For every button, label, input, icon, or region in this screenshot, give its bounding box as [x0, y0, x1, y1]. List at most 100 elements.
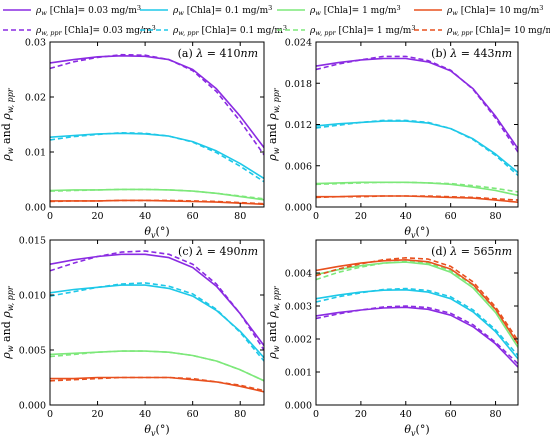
x-tick-label: 0	[47, 211, 53, 222]
y-tick-label: 0.015	[19, 236, 46, 247]
series-line	[50, 350, 264, 382]
series-line	[50, 53, 264, 156]
x-tick-label: 0	[313, 409, 319, 420]
x-tick-label: 60	[187, 409, 199, 420]
x-tick-label: 60	[187, 211, 199, 222]
x-tick-label: 80	[234, 211, 246, 222]
y-tick-label: 0.00	[25, 203, 46, 214]
y-axis-label: ρw and ρw, ppr	[0, 87, 15, 162]
plot-frame	[315, 239, 519, 406]
y-tick-label: 0.000	[285, 401, 312, 412]
y-tick-label: 0.002	[285, 335, 312, 346]
series-line	[50, 132, 264, 183]
legend-label: ρw, ppr [Chla]= 0.1 mg/m3	[172, 24, 287, 37]
x-tick-label: 80	[490, 211, 502, 222]
series-line	[316, 181, 518, 197]
legend: ρw [Chla]= 0.03 mg/m3 ρw [Chla]= 0.1 mg/m…	[3, 4, 550, 37]
x-tick-label: 40	[139, 211, 151, 222]
x-axis-label: θv(°)	[144, 423, 169, 438]
x-tick-label: 60	[445, 409, 457, 420]
series-line	[316, 195, 518, 201]
x-tick-label: 20	[92, 211, 104, 222]
x-axis-label: θv(°)	[144, 225, 169, 240]
legend-entry: ρw, ppr [Chla]= 1 mg/m3	[277, 24, 415, 37]
legend-label: ρw [Chla]= 10 mg/m3	[446, 4, 543, 17]
y-tick-label: 0.018	[285, 79, 312, 90]
x-tick-label: 80	[490, 409, 502, 420]
legend-entry: ρw [Chla]= 10 mg/m3	[414, 4, 543, 17]
series-line	[50, 284, 264, 359]
series-line	[50, 199, 264, 205]
panel-title: (a) λ = 410nm	[178, 47, 258, 60]
y-tick-label: 0.01	[25, 148, 46, 159]
legend-entry: ρw, ppr [Chla]= 10 mg/m3	[414, 24, 550, 37]
series-line	[316, 305, 518, 365]
series-line	[316, 119, 518, 176]
y-tick-label: 0.010	[19, 291, 46, 302]
x-tick-label: 40	[400, 409, 412, 420]
y-tick-label: 0.005	[19, 346, 46, 357]
y-tick-label: 0.000	[19, 401, 46, 412]
legend-entry: ρw [Chla]= 0.03 mg/m3	[3, 4, 141, 17]
x-axis-label: θv(°)	[404, 423, 429, 438]
x-tick-label: 40	[139, 409, 151, 420]
y-tick-label: 0.012	[285, 120, 312, 131]
series-line	[316, 261, 518, 348]
panel-title: (b) λ = 443nm	[431, 47, 512, 60]
legend-label: ρw, ppr [Chla]= 1 mg/m3	[309, 24, 415, 37]
series-group	[50, 250, 264, 393]
x-tick-label: 0	[47, 409, 53, 420]
legend-entry: ρw, ppr [Chla]= 0.1 mg/m3	[140, 24, 287, 37]
series-line	[50, 132, 264, 180]
x-tick-label: 40	[400, 211, 412, 222]
series-group	[316, 55, 518, 203]
series-line	[50, 188, 264, 200]
panel-title: (d) λ = 565nm	[431, 245, 512, 258]
chart-panel: 0 20 40 60 80 0.000 0.006 0.012 0.018 0.024 (b) λ …	[266, 38, 519, 240]
x-tick-label: 20	[92, 409, 104, 420]
series-line	[50, 55, 264, 149]
panel-title: (c) λ = 490nm	[178, 245, 258, 258]
series-line	[50, 282, 264, 362]
x-tick-label: 60	[445, 211, 457, 222]
chart-panel: 0 20 40 60 80 0.000 0.001 0.002 0.003 0.004 (d) λ …	[266, 239, 519, 438]
legend-label: ρw [Chla]= 0.03 mg/m3	[35, 4, 141, 17]
chart-panel: 0 20 40 60 80 0.000 0.005 0.010 0.015 (c) λ = 490…	[0, 236, 265, 438]
x-axis-label: θv(°)	[404, 225, 429, 240]
x-tick-label: 20	[355, 409, 367, 420]
x-tick-label: 20	[355, 211, 367, 222]
series-line	[50, 350, 264, 382]
y-tick-label: 0.004	[285, 269, 312, 280]
series-line	[316, 260, 518, 345]
series-line	[316, 55, 518, 153]
y-axis-label: ρw and ρw, ppr	[0, 285, 15, 360]
y-tick-label: 0.003	[285, 302, 312, 313]
y-tick-label: 0.024	[285, 38, 312, 49]
legend-label: ρw, ppr [Chla]= 10 mg/m3	[446, 24, 550, 37]
plot-frame	[49, 239, 265, 406]
x-tick-label: 80	[234, 409, 246, 420]
series-line	[316, 57, 518, 150]
chart-panel: 0 20 40 60 80 0.00 0.01 0.02 0.03 (a) λ = 410nm θv…	[0, 38, 265, 240]
y-tick-label: 0.001	[285, 368, 312, 379]
panels: 0 20 40 60 80 0.00 0.01 0.02 0.03 (a) λ = 410nm θv…	[0, 38, 519, 438]
series-line	[50, 376, 264, 392]
series-line	[316, 289, 518, 360]
series-line	[316, 181, 518, 193]
y-axis-label: ρw and ρw, ppr	[266, 285, 281, 360]
y-tick-label: 0.006	[285, 161, 312, 172]
series-line	[50, 250, 264, 351]
series-group	[50, 53, 264, 206]
legend-label: ρw [Chla]= 1 mg/m3	[309, 4, 401, 17]
series-line	[316, 287, 518, 357]
series-line	[316, 259, 518, 345]
y-axis-label: ρw and ρw, ppr	[266, 87, 281, 162]
x-tick-label: 0	[313, 211, 319, 222]
series-line	[316, 257, 518, 342]
legend-entry: ρw, ppr [Chla]= 0.03 mg/m3	[3, 24, 156, 37]
legend-entry: ρw [Chla]= 1 mg/m3	[277, 4, 401, 17]
y-tick-label: 0.000	[285, 203, 312, 214]
legend-label: ρw, ppr [Chla]= 0.03 mg/m3	[35, 24, 156, 37]
series-line	[50, 253, 264, 347]
